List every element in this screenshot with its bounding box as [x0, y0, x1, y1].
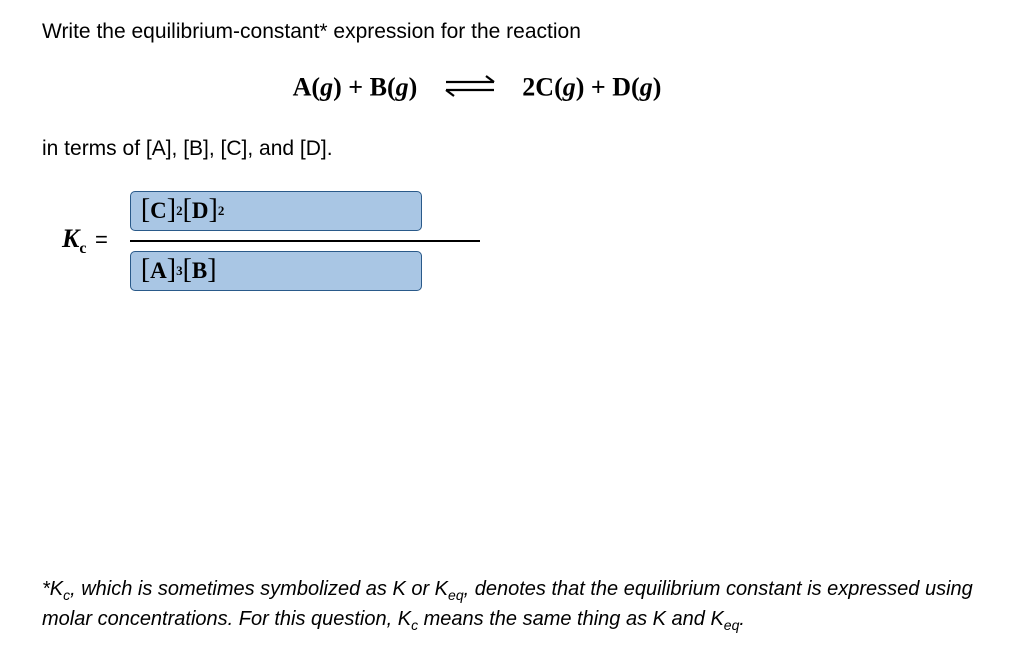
numerator-input[interactable]: [C]2[D]2 [130, 191, 422, 231]
kc-fraction: [C]2[D]2 [A]3[B] [130, 191, 480, 291]
terms-text: in terms of [A], [B], [C], and [D]. [42, 137, 982, 161]
fraction-line [130, 240, 480, 242]
denominator-input[interactable]: [A]3[B] [130, 251, 422, 291]
product-D: D(g) [612, 72, 661, 101]
kc-expression: Kc = [C]2[D]2 [A]3[B] [62, 191, 982, 291]
kc-label: Kc = [62, 224, 108, 258]
equilibrium-arrow-icon [442, 72, 498, 107]
reactant-B: B(g) [370, 72, 424, 101]
question-container: Write the equilibrium-constant* expressi… [0, 0, 1024, 656]
reaction-equation: A(g) + B(g) 2C(g) + D(g) [0, 72, 982, 107]
product-C: 2C(g) [522, 72, 591, 101]
footnote-text: *Kc, which is sometimes symbolized as K … [42, 575, 982, 636]
reactant-A: A(g) [293, 72, 349, 101]
prompt-text: Write the equilibrium-constant* expressi… [42, 20, 982, 44]
